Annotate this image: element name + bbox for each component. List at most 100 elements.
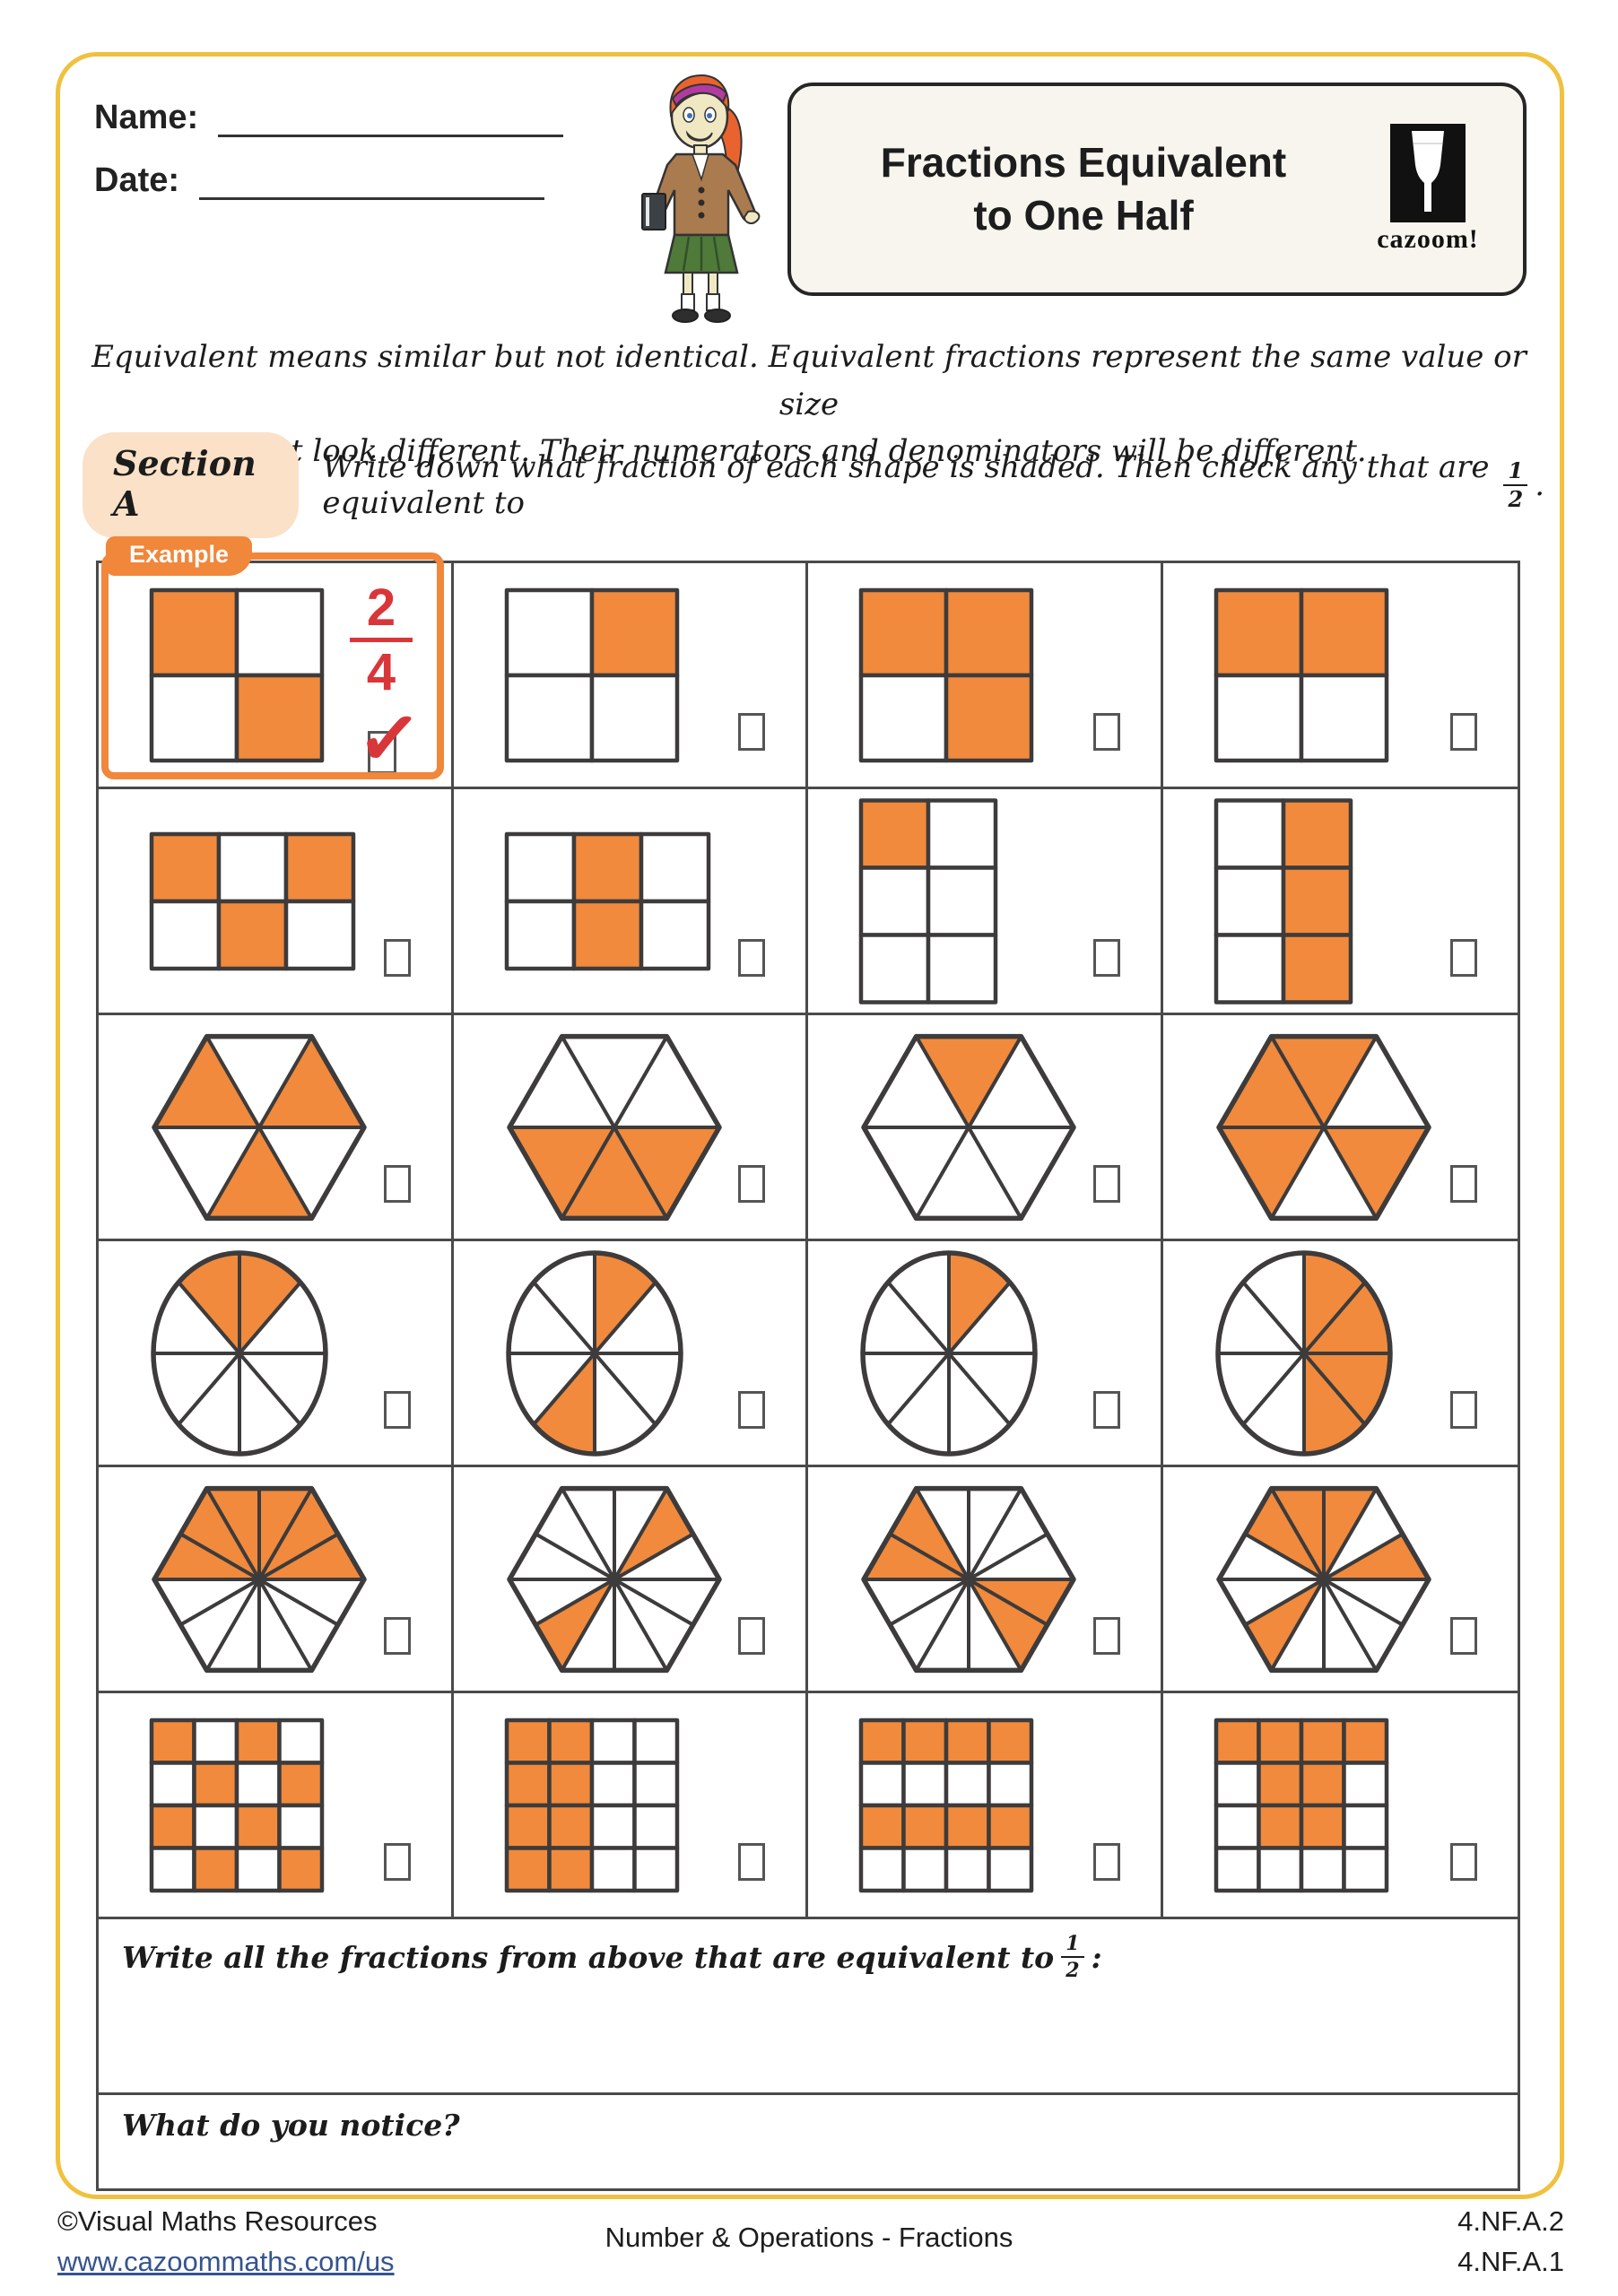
- sock: [706, 293, 720, 311]
- fraction-cell: [1162, 789, 1518, 1015]
- hex-fraction-shape: [861, 1033, 1076, 1221]
- fraction-cell: [1162, 1467, 1518, 1693]
- fraction-cell: [808, 789, 1163, 1015]
- standard-code: 4.NF.A.1: [1457, 2245, 1564, 2277]
- standard-code: 4.NF.A.2: [1457, 2205, 1564, 2237]
- cazoom-logo-text: cazoom!: [1377, 224, 1479, 254]
- circle-fraction-shape: [860, 1249, 1038, 1457]
- equivalent-checkbox[interactable]: [738, 939, 765, 977]
- equivalent-checkbox[interactable]: [1450, 939, 1477, 977]
- notice-prompt: What do you notice?: [122, 2108, 460, 2143]
- name-input-line[interactable]: [218, 97, 564, 137]
- equivalent-checkbox[interactable]: [738, 1391, 765, 1429]
- grid-fraction-shape: [858, 587, 1034, 762]
- equivalent-checkbox[interactable]: [1092, 1391, 1120, 1429]
- date-input-line[interactable]: [199, 160, 545, 200]
- fraction-cell: [808, 1467, 1163, 1693]
- write-answers-box[interactable]: Write all the fractions from above that …: [99, 1919, 1518, 2095]
- footer-copyright-block: ©Visual Maths Resources www.cazoommaths.…: [57, 2202, 395, 2283]
- equivalent-checkbox[interactable]: [1450, 1165, 1477, 1203]
- book: [641, 193, 666, 230]
- grid-fraction-shape: [1214, 587, 1388, 762]
- equivalent-checkbox[interactable]: [1092, 713, 1120, 751]
- fraction-cell: [1162, 563, 1518, 789]
- grid-fraction-shape: [858, 797, 998, 1004]
- fraction-one-half: 1 2: [1061, 1934, 1084, 1980]
- cazoom-glass-icon: [1390, 124, 1466, 222]
- shirt: [691, 153, 709, 182]
- grid-fraction-shape: [858, 1718, 1034, 1892]
- circle-fraction-shape: [1214, 1249, 1393, 1457]
- fraction-cell: [99, 789, 454, 1015]
- cazoom-logo: cazoom!: [1353, 124, 1503, 255]
- section-a-badge: Section A: [83, 432, 300, 538]
- fraction-cell: [453, 1467, 808, 1693]
- equivalent-checkbox[interactable]: [1092, 1617, 1120, 1655]
- equivalent-checkbox[interactable]: [1092, 939, 1120, 977]
- equivalent-checkbox[interactable]: [738, 1165, 765, 1203]
- hex-fraction-shape: [506, 1033, 722, 1221]
- grid-fraction-shape: [149, 1718, 325, 1892]
- equivalent-checkbox[interactable]: [738, 1617, 765, 1655]
- grid-fraction-shape: [1214, 1718, 1388, 1892]
- equivalent-checkbox[interactable]: [1450, 713, 1477, 751]
- fraction-cell: [453, 789, 808, 1015]
- equivalent-checkbox[interactable]: [1450, 1617, 1477, 1655]
- fraction-cell: [1162, 1693, 1518, 1919]
- page-border: [56, 52, 1564, 2199]
- equivalent-checkbox[interactable]: [383, 1843, 411, 1881]
- website-link[interactable]: www.cazoommaths.com/us: [57, 2245, 395, 2277]
- fraction-cell: [99, 1467, 454, 1693]
- equivalent-checkbox[interactable]: [383, 939, 411, 977]
- circle-fraction-shape: [151, 1249, 328, 1457]
- example-denominator: 4: [366, 642, 396, 701]
- equivalent-checkbox[interactable]: [1092, 1165, 1120, 1203]
- equivalent-checkbox[interactable]: [738, 1843, 765, 1881]
- fraction-cell: Example 2 4 ✓: [99, 536, 454, 789]
- hex-fraction-shape: [506, 1485, 722, 1673]
- shoe: [672, 309, 699, 323]
- circle-fraction-shape: [505, 1249, 683, 1457]
- equivalent-checkbox[interactable]: [1450, 1391, 1477, 1429]
- hex-fraction-shape: [861, 1485, 1076, 1673]
- hex-fraction-shape: [152, 1033, 367, 1221]
- fraction-cell: [99, 1241, 454, 1467]
- equivalent-checkbox[interactable]: [1450, 1843, 1477, 1881]
- name-field: Name:: [94, 97, 564, 137]
- equivalent-checkbox[interactable]: [738, 713, 765, 751]
- fraction-cell: [808, 563, 1163, 789]
- fraction-cell: [99, 1693, 454, 1919]
- fraction-cell: [99, 1015, 454, 1241]
- fraction-cell: [453, 563, 808, 789]
- footer-topic: Number & Operations - Fractions: [605, 2222, 1013, 2253]
- worksheet-table: Example 2 4 ✓ Write all the fractions from …: [96, 536, 1520, 2191]
- equivalent-checkbox[interactable]: [383, 1391, 411, 1429]
- shoe: [704, 309, 731, 323]
- notice-box[interactable]: What do you notice?: [99, 2095, 1518, 2188]
- fraction-cell: [1162, 1241, 1518, 1467]
- fraction-cell: [453, 1015, 808, 1241]
- fraction-one-half: 1 2: [1503, 460, 1528, 510]
- section-a-instruction: Write down what fraction of each shape i…: [322, 449, 1544, 521]
- grid-fraction-shape: [149, 587, 325, 762]
- fraction-cell: [808, 1015, 1163, 1241]
- fraction-cell: [453, 1241, 808, 1467]
- grid-fraction-shape: [504, 587, 679, 762]
- fraction-grid: Example 2 4 ✓: [99, 536, 1518, 1919]
- mascot-girl-illustration: [641, 74, 761, 323]
- fraction-cell: [453, 1693, 808, 1919]
- example-tag: Example: [106, 536, 253, 576]
- grid-fraction-shape: [149, 831, 356, 970]
- headband: [671, 83, 728, 109]
- date-field: Date:: [94, 160, 545, 200]
- equivalent-checkbox[interactable]: [383, 1165, 411, 1203]
- intro-text: Equivalent means similar but not identic…: [91, 339, 1527, 470]
- example-check-mark-icon: ✓: [353, 693, 425, 785]
- equivalent-checkbox[interactable]: [1092, 1843, 1120, 1881]
- example-numerator: 2: [350, 580, 413, 642]
- grid-fraction-shape: [504, 831, 710, 970]
- write-answers-prompt: Write all the fractions from above that …: [122, 1932, 1102, 1982]
- equivalent-checkbox[interactable]: [383, 1617, 411, 1655]
